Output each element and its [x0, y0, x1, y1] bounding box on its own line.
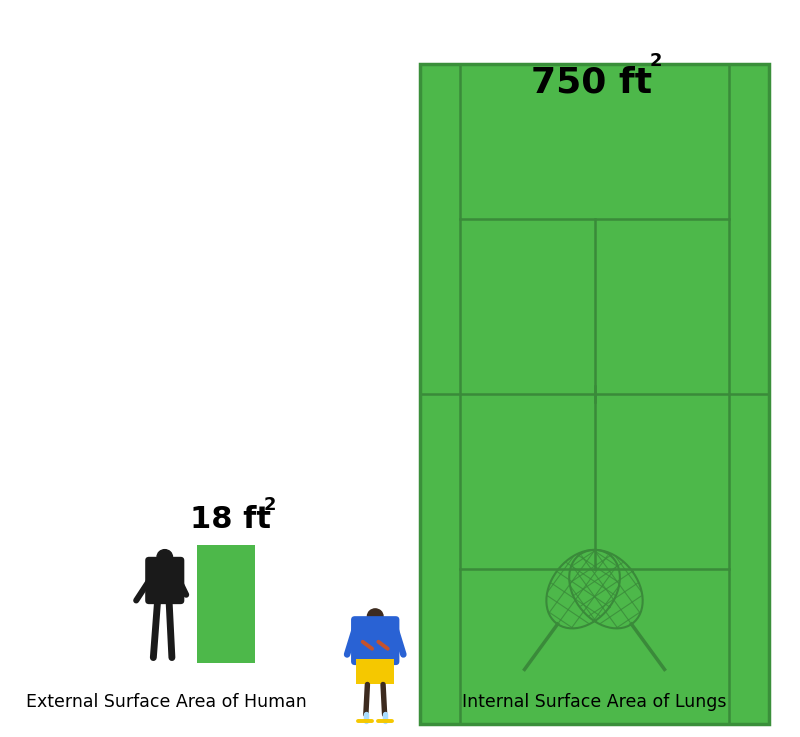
FancyBboxPatch shape [146, 557, 184, 604]
Text: External Surface Area of Human: External Surface Area of Human [26, 694, 306, 711]
Text: Internal Surface Area of Lungs: Internal Surface Area of Lungs [462, 694, 726, 711]
Bar [420, 64, 770, 724]
Circle shape [367, 609, 383, 624]
Circle shape [157, 550, 173, 565]
Text: 2: 2 [264, 496, 276, 514]
Bar [357, 659, 394, 685]
FancyBboxPatch shape [351, 616, 399, 665]
Bar [197, 545, 254, 663]
Bar [420, 64, 770, 724]
Text: 750 ft: 750 ft [530, 66, 652, 99]
Text: 2: 2 [650, 52, 662, 70]
Text: 18 ft: 18 ft [190, 506, 270, 534]
